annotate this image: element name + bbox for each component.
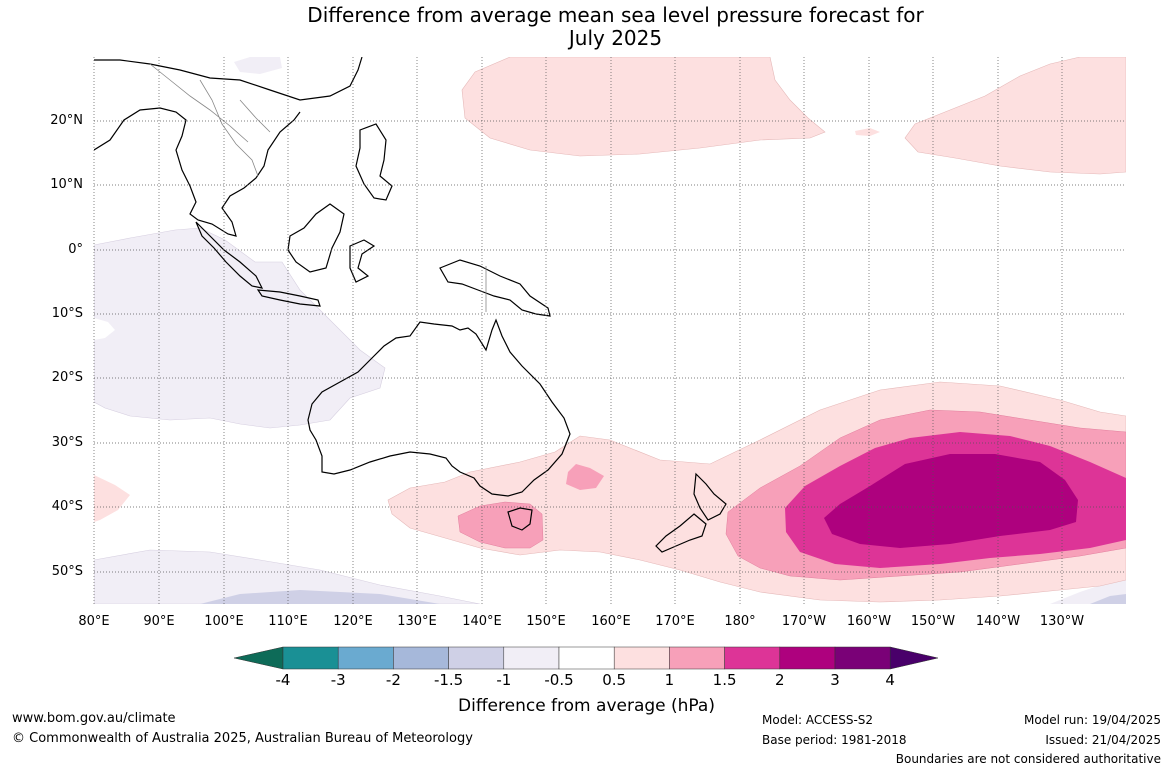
longitude-label: 110°E — [268, 614, 308, 629]
latitude-label: 30°S — [51, 435, 83, 450]
latitude-label: 20°N — [50, 113, 83, 128]
coast-tasmania — [507, 507, 533, 531]
map-area — [94, 57, 1126, 604]
colorbar-tick-label: -2 — [385, 671, 401, 689]
longitude-label: 150°W — [910, 614, 956, 629]
coast-sulawesi — [349, 239, 376, 283]
footer-copyright: © Commonwealth of Australia 2025, Austra… — [12, 731, 473, 746]
longitude-label: 90°E — [143, 614, 175, 629]
colorbar-tick-label: -0.5 — [544, 671, 574, 689]
coast-sumatra — [195, 221, 264, 289]
footer-website[interactable]: www.bom.gov.au/climate — [12, 711, 176, 726]
anomaly-region-south-west-inner — [200, 590, 440, 604]
anomaly-region-south-pacific-3 — [824, 454, 1078, 548]
longitude-label: 170°W — [781, 614, 827, 629]
coast-asia-mainland — [94, 57, 363, 237]
anomaly-region-south-east-inner — [1090, 594, 1126, 604]
colorbar-segment — [393, 646, 449, 670]
coastlines — [94, 57, 727, 553]
colorbar-extend-high — [889, 646, 939, 670]
colorbar-tick-label: 3 — [830, 671, 840, 689]
colorbar-tick-label: -4 — [275, 671, 291, 689]
colorbar-segment — [613, 646, 670, 670]
longitude-label: 170°E — [655, 614, 695, 629]
colorbar-extend-low — [233, 646, 284, 670]
longitude-label: 130°E — [397, 614, 437, 629]
anomaly-region-indian-ocean-hole — [94, 318, 115, 340]
footer-disclaimer: Boundaries are not considered authoritat… — [895, 752, 1161, 766]
longitude-label: 160°W — [846, 614, 892, 629]
footer-model-run: Model run: 19/04/2025 — [1023, 713, 1161, 727]
colorbar-tick-label: -1.5 — [433, 671, 464, 689]
coast-new-zealand — [655, 472, 727, 553]
colorbar-tick-label: -3 — [330, 671, 346, 689]
map-title: Difference from average mean sea level p… — [0, 4, 1173, 50]
coast-australia — [307, 318, 571, 497]
colorbar-tick-label: 1 — [664, 671, 675, 689]
longitude-label: 150°E — [526, 614, 566, 629]
colorbar-tick-label: 1.5 — [712, 671, 737, 689]
footer-model: Model: ACCESS-S2 — [762, 713, 874, 727]
anomaly-region-north-small — [234, 57, 282, 74]
anomaly-region-west-patch — [94, 475, 130, 522]
longitude-label: 100°E — [204, 614, 244, 629]
colorbar-segment — [448, 646, 505, 670]
longitude-label: 80°E — [78, 614, 110, 629]
colorbar-segment — [834, 646, 891, 670]
graticule — [93, 57, 1126, 604]
longitude-label: 180° — [724, 614, 756, 629]
colorbar-segment — [558, 646, 615, 670]
anomaly-region-north-pacific — [461, 57, 826, 157]
footer-issued: Issued: 21/04/2025 — [1045, 733, 1161, 747]
latitude-label: 20°S — [51, 370, 83, 385]
coast-java — [256, 289, 321, 307]
latitude-label: 40°S — [51, 499, 83, 514]
colorbar-tick-label: -1 — [496, 671, 512, 689]
anomaly-region-north-east-pacific — [904, 57, 1126, 175]
colorbar-segment — [669, 646, 725, 670]
coast-borneo — [287, 203, 345, 273]
longitude-label: 140°W — [975, 614, 1021, 629]
anomaly-region-small-patch — [855, 128, 880, 136]
title-line-2: July 2025 — [568, 26, 663, 50]
title-line-1: Difference from average mean sea level p… — [307, 3, 924, 27]
longitude-label: 140°E — [462, 614, 502, 629]
latitude-label: 10°N — [50, 177, 83, 192]
coast-new-guinea — [439, 259, 551, 317]
colorbar-segment — [503, 646, 560, 670]
longitude-label: 130°W — [1039, 614, 1085, 629]
anomaly-region-south-west — [94, 549, 481, 604]
latitude-label: 0° — [68, 242, 83, 257]
colorbar-segment — [724, 646, 781, 670]
country-borders — [149, 63, 487, 312]
colorbar-tick-label: 4 — [885, 671, 895, 689]
anomaly-region-tasman — [457, 501, 544, 549]
longitude-label: 120°E — [333, 614, 373, 629]
longitude-label: 160°E — [591, 614, 631, 629]
latitude-label: 50°S — [51, 564, 83, 579]
colorbar-tick-label: 2 — [775, 671, 785, 689]
colorbar-segment — [282, 646, 339, 670]
latitude-label: 10°S — [51, 306, 83, 321]
colorbar-label: Difference from average (hPa) — [458, 696, 715, 716]
colorbar — [233, 646, 939, 670]
colorbar-segment — [779, 646, 836, 670]
coast-philippines — [355, 123, 393, 201]
footer-base-period: Base period: 1981-2018 — [762, 733, 907, 747]
anomaly-region-tasman-small — [566, 464, 604, 490]
colorbar-tick-label: 0.5 — [602, 671, 627, 689]
colorbar-segment — [337, 646, 394, 670]
